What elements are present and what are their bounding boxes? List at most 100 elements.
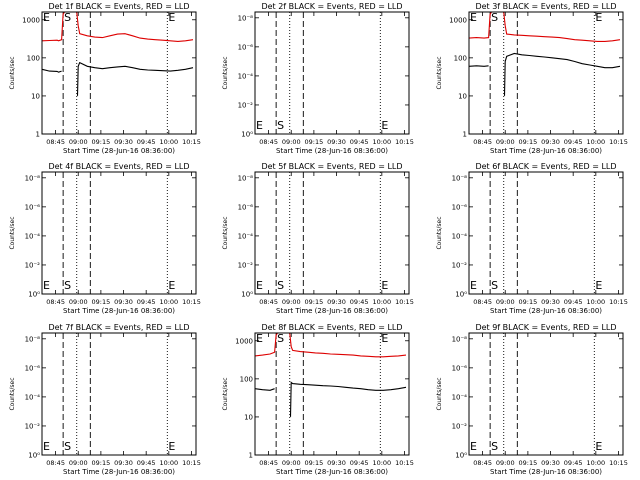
x-tick-label: 10:00 — [159, 459, 178, 467]
marker-label-E: E — [256, 332, 263, 345]
x-tick-label: 10:15 — [395, 298, 414, 306]
y-tick-label: 1 — [249, 452, 253, 460]
panel-title: Det 6f BLACK = Events, RED = LLD — [475, 162, 616, 171]
x-tick-label: 10:15 — [182, 138, 201, 146]
x-tick-label: 09:45 — [350, 459, 369, 467]
x-tick-label: 08:45 — [259, 459, 278, 467]
marker-label-E: E — [381, 279, 388, 292]
y-tick-label: 10 — [31, 92, 40, 100]
x-tick-label: 09:15 — [305, 298, 324, 306]
y-tick-label: 10⁻⁸ — [25, 335, 41, 343]
x-tick-label: 08:45 — [259, 138, 278, 146]
x-tick-label: 09:15 — [92, 459, 111, 467]
x-tick-label: 09:00 — [496, 459, 515, 467]
lld-series-line — [254, 332, 407, 358]
x-tick-label: 09:30 — [327, 298, 346, 306]
y-axis-label: Counts/sec — [436, 216, 443, 249]
x-tick-label: 10:00 — [372, 298, 391, 306]
y-axis-label: Counts/sec — [9, 216, 16, 249]
panel-6: Det 6f BLACK = Events, RED = LLD Counts/s… — [436, 162, 628, 315]
x-axis-label: Start Time (28-Jun-16 08:36:00) — [63, 468, 175, 476]
x-tick-label: 09:00 — [496, 298, 515, 306]
plot-frame — [41, 11, 197, 135]
y-tick-label: 1000 — [235, 337, 253, 345]
y-tick-label: 10⁻⁴ — [452, 393, 468, 401]
marker-label-E: E — [43, 279, 50, 292]
panel-8: Det 8f BLACK = Events, RED = LLD Counts/s… — [222, 323, 414, 476]
y-axis-label: Counts/sec — [436, 377, 443, 410]
marker-label-S: S — [277, 332, 284, 345]
marker-label-S: S — [491, 11, 498, 24]
y-tick-label: 100 — [27, 54, 40, 62]
panel-2: Det 2f BLACK = Events, RED = LLD Counts/s… — [222, 2, 414, 155]
x-tick-label: 09:30 — [327, 459, 346, 467]
y-tick-label: 10⁻² — [238, 261, 254, 269]
y-tick-label: 10⁰ — [28, 452, 40, 460]
y-tick-label: 1 — [36, 131, 40, 139]
y-tick-label: 10⁻⁸ — [238, 14, 254, 22]
y-tick-label: 10⁻⁴ — [238, 72, 254, 80]
x-tick-label: 09:45 — [564, 459, 583, 467]
x-tick-label: 10:00 — [586, 138, 605, 146]
panel-title: Det 2f BLACK = Events, RED = LLD — [261, 2, 402, 11]
y-tick-label: 10⁻² — [25, 261, 41, 269]
y-tick-label: 10⁻² — [25, 422, 41, 430]
y-tick-label: 10⁻² — [238, 101, 254, 109]
y-tick-label: 1 — [463, 131, 467, 139]
marker-label-S: S — [64, 11, 71, 24]
marker-label-S: S — [491, 279, 498, 292]
x-tick-label: 10:00 — [372, 138, 391, 146]
marker-label-E: E — [43, 11, 50, 24]
y-tick-label: 10⁻⁶ — [452, 364, 468, 372]
marker-label-E: E — [470, 279, 477, 292]
x-tick-label: 09:45 — [564, 138, 583, 146]
x-axis-label: Start Time (28-Jun-16 08:36:00) — [276, 307, 388, 315]
panel-4: Det 4f BLACK = Events, RED = LLD Counts/s… — [9, 162, 201, 315]
x-tick-label: 09:15 — [92, 298, 111, 306]
x-tick-label: 08:45 — [473, 459, 492, 467]
x-tick-label: 08:45 — [259, 298, 278, 306]
x-tick-label: 09:15 — [519, 459, 538, 467]
marker-label-S: S — [277, 279, 284, 292]
lld-series-line — [41, 11, 194, 42]
y-axis-label: Counts/sec — [222, 216, 229, 249]
y-tick-label: 10⁻⁴ — [452, 232, 468, 240]
marker-label-E: E — [43, 440, 50, 453]
y-axis-label: Counts/sec — [222, 377, 229, 410]
panel-title: Det 8f BLACK = Events, RED = LLD — [261, 323, 402, 332]
y-tick-label: 10⁰ — [28, 291, 40, 299]
x-axis-label: Start Time (28-Jun-16 08:36:00) — [276, 147, 388, 155]
x-tick-label: 09:15 — [305, 138, 324, 146]
x-tick-label: 09:45 — [137, 459, 156, 467]
panel-5: Det 5f BLACK = Events, RED = LLD Counts/s… — [222, 162, 414, 315]
x-tick-label: 10:15 — [395, 138, 414, 146]
y-tick-label: 10⁻⁸ — [452, 335, 468, 343]
x-tick-label: 10:15 — [609, 298, 628, 306]
x-axis-label: Start Time (28-Jun-16 08:36:00) — [276, 468, 388, 476]
marker-label-E: E — [256, 279, 263, 292]
panel-title: Det 1f BLACK = Events, RED = LLD — [48, 2, 189, 11]
x-tick-label: 10:15 — [182, 298, 201, 306]
y-tick-label: 10 — [244, 413, 253, 421]
x-tick-label: 09:30 — [541, 298, 560, 306]
x-tick-label: 09:30 — [541, 138, 560, 146]
marker-label-E: E — [168, 440, 175, 453]
plot-frame — [468, 332, 624, 456]
marker-label-E: E — [168, 279, 175, 292]
x-axis-label: Start Time (28-Jun-16 08:36:00) — [490, 147, 602, 155]
marker-label-E: E — [256, 119, 263, 132]
y-axis-label: Counts/sec — [9, 377, 16, 410]
x-tick-label: 09:00 — [282, 138, 301, 146]
x-tick-label: 09:45 — [137, 138, 156, 146]
marker-label-S: S — [277, 119, 284, 132]
marker-label-S: S — [64, 440, 71, 453]
y-tick-label: 10⁻² — [452, 261, 468, 269]
panel-title: Det 9f BLACK = Events, RED = LLD — [475, 323, 616, 332]
x-tick-label: 10:15 — [395, 459, 414, 467]
y-tick-label: 10⁻⁸ — [25, 174, 41, 182]
x-tick-label: 08:45 — [46, 298, 65, 306]
panel-7: Det 7f BLACK = Events, RED = LLD Counts/s… — [9, 323, 201, 476]
panel-title: Det 3f BLACK = Events, RED = LLD — [475, 2, 616, 11]
y-tick-label: 10⁻⁶ — [238, 43, 254, 51]
